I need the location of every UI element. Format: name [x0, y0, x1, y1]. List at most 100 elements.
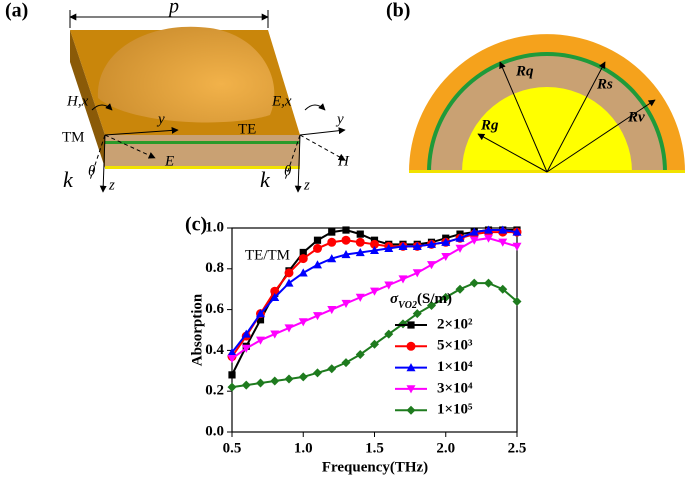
marker	[327, 306, 337, 315]
marker	[227, 354, 237, 364]
marker	[241, 344, 251, 353]
panel-label: (b)	[386, 0, 410, 22]
radius-label: Rv	[627, 109, 645, 125]
radius-label: Rg	[480, 117, 499, 133]
marker	[284, 324, 294, 333]
axis-label: z	[108, 177, 115, 193]
marker	[227, 347, 237, 357]
marker	[256, 336, 265, 345]
slab-front	[105, 135, 300, 168]
axis-arrow	[104, 134, 156, 159]
marker	[313, 312, 322, 321]
legend-marker	[406, 341, 416, 351]
marker	[398, 319, 408, 329]
core	[462, 87, 632, 172]
axis-arrow	[299, 127, 346, 136]
marker	[298, 268, 308, 277]
marker	[484, 225, 493, 234]
y-tick-label: 0.2	[205, 383, 224, 399]
marker	[284, 374, 294, 384]
marker	[484, 234, 493, 243]
marker	[441, 292, 451, 302]
marker	[427, 301, 436, 311]
rotation-arrow	[91, 103, 113, 111]
marker	[384, 281, 394, 290]
marker	[427, 261, 436, 270]
marker	[455, 284, 465, 294]
marker	[256, 378, 265, 388]
legend-marker	[406, 405, 416, 415]
x-tick-label: 2.0	[436, 440, 455, 456]
marker	[313, 236, 322, 244]
ground-layer	[105, 166, 300, 169]
marker	[256, 309, 265, 318]
angle-label: θ	[284, 163, 292, 179]
x-tick-label: 1.5	[365, 440, 384, 456]
legend-title-part: VO2	[398, 300, 417, 311]
field-label: E	[164, 153, 174, 169]
rotation-arrow	[304, 103, 326, 111]
radius-label: Rs	[596, 76, 613, 92]
axis-label: y	[335, 111, 344, 127]
legend-marker	[406, 385, 416, 394]
field-label: H	[337, 153, 350, 169]
legend-label: 2×10²	[437, 316, 473, 332]
legend-title-part: (S/m)	[417, 291, 452, 307]
radius-arrow	[546, 61, 606, 173]
marker	[284, 278, 294, 287]
mode-label: TM	[62, 129, 85, 145]
marker	[498, 225, 508, 234]
marker	[313, 260, 322, 269]
marker	[370, 287, 379, 296]
marker	[427, 239, 436, 248]
marker	[355, 349, 365, 359]
marker	[328, 228, 336, 236]
radius-arrow	[546, 99, 656, 173]
marker	[270, 376, 280, 386]
marker	[512, 227, 522, 236]
marker	[469, 227, 479, 236]
marker	[341, 299, 351, 308]
marker	[441, 237, 451, 246]
marker	[384, 329, 394, 339]
angle-label: θ	[88, 163, 96, 179]
y-tick-label: 0.8	[205, 260, 224, 276]
marker	[398, 275, 408, 284]
axis-arrow	[99, 134, 107, 193]
y-tick-label: 0.0	[205, 423, 224, 439]
marker	[355, 247, 365, 257]
marker	[355, 237, 365, 247]
marker	[270, 330, 280, 339]
slab-side	[70, 30, 105, 168]
mode-label: TE	[238, 121, 256, 137]
incidence-line	[89, 134, 106, 181]
marker	[241, 380, 251, 390]
marker	[341, 250, 351, 259]
marker	[355, 293, 365, 302]
x-axis-label: Frequency(THz)	[322, 459, 428, 475]
marker	[370, 339, 379, 349]
marker	[313, 368, 322, 378]
marker	[256, 316, 265, 324]
marker	[370, 245, 379, 255]
y-tick-label: 0.4	[205, 342, 224, 358]
period-label: p	[167, 0, 179, 18]
legend-marker	[406, 363, 416, 372]
marker	[484, 278, 493, 288]
marker	[228, 371, 236, 379]
marker	[412, 269, 422, 278]
axis-arrow	[104, 126, 179, 136]
marker	[455, 233, 465, 242]
marker	[512, 296, 522, 306]
y-axis-label: Absorption	[189, 293, 205, 366]
graphene-layer	[105, 141, 300, 144]
marker	[298, 318, 308, 327]
marker	[327, 254, 337, 263]
marker	[384, 243, 394, 252]
x-tick-label: 2.5	[508, 440, 527, 456]
marker	[498, 284, 508, 294]
panel-b: (b) Rq Rs Rg Rv	[386, 0, 685, 173]
panel-label: (c)	[185, 214, 207, 236]
wave-label: k	[63, 167, 74, 192]
